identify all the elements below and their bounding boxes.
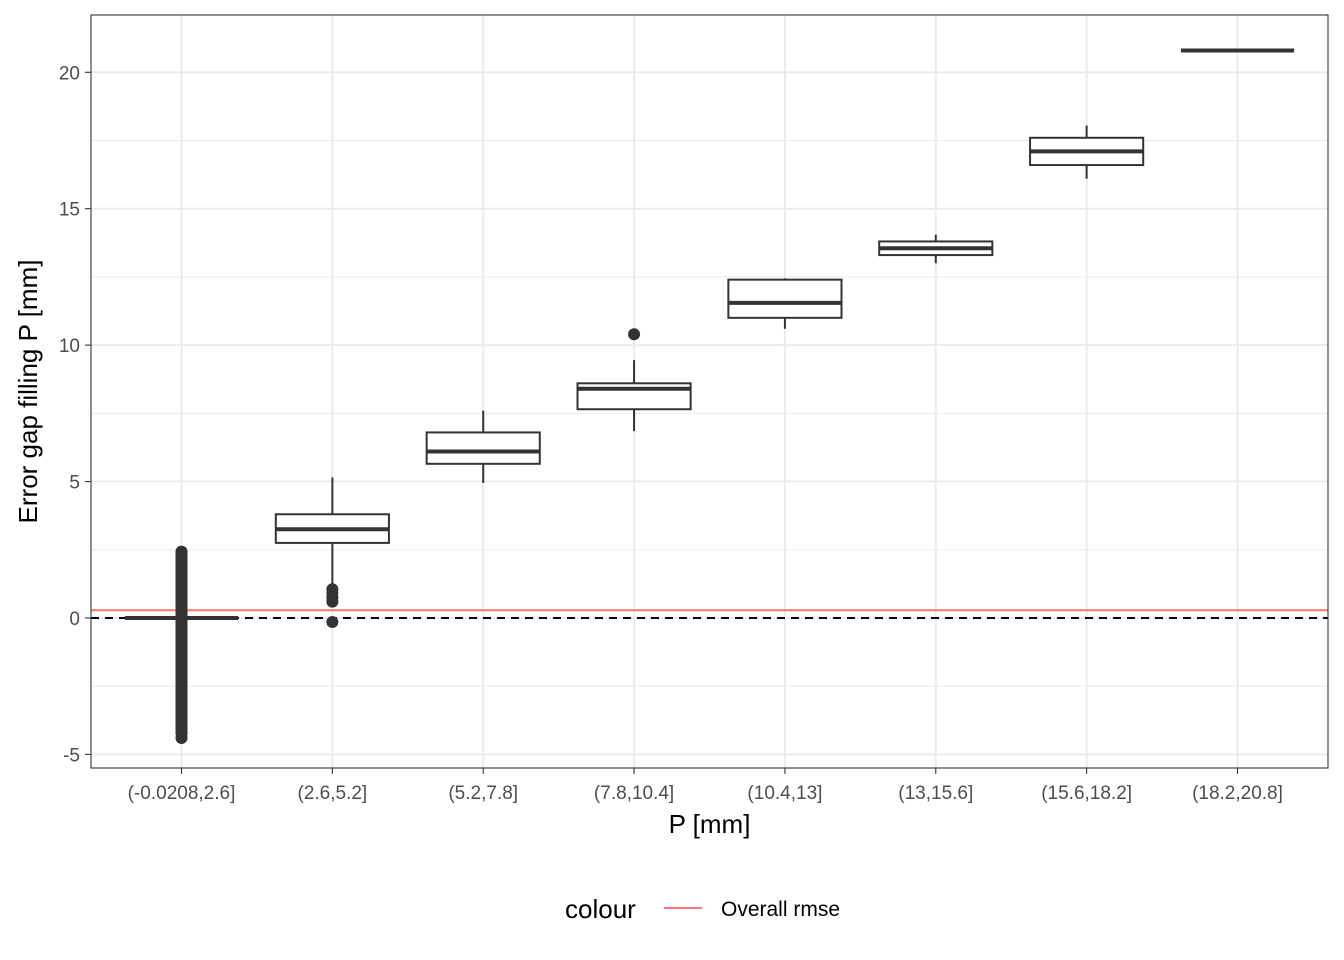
y-tick-label: 5 [69, 473, 80, 494]
x-tick-label: (15.6,18.2] [1041, 783, 1132, 804]
x-tick-label: (2.6,5.2] [298, 783, 368, 804]
outlier-point [175, 726, 188, 739]
y-tick-label: 15 [59, 200, 80, 221]
outlier-point [175, 685, 188, 698]
legend-label-overall-rmse: Overall rmse [721, 898, 840, 921]
box-group [124, 545, 239, 744]
box-group [274, 477, 390, 629]
x-tick-label: (18.2,20.8] [1192, 783, 1283, 804]
x-tick-label: (13,15.6] [898, 783, 973, 804]
outlier-point [628, 328, 641, 341]
y-axis-title: Error gap filling P [mm] [13, 260, 43, 524]
y-tick-label: 10 [59, 336, 80, 357]
x-tick-label: (7.8,10.4] [594, 783, 674, 804]
y-tick-label: -5 [63, 745, 80, 766]
outlier-point [326, 595, 339, 608]
y-tick-label: 0 [69, 609, 80, 630]
boxes [124, 48, 1295, 744]
plot-panel [90, 14, 1329, 769]
panel-border [90, 14, 1329, 769]
y-tick-label: 20 [59, 63, 80, 84]
box-group [878, 234, 994, 264]
box-group [727, 278, 843, 329]
reference-lines [91, 609, 1328, 619]
box-group [425, 410, 541, 483]
y-axis: -5 0 5 10 15 20 [59, 63, 91, 766]
panel-background [91, 15, 1328, 768]
box-iqr [425, 431, 541, 465]
x-axis: (-0.0208,2.6] (2.6,5.2] (5.2,7.8] (7.8,10.4… [128, 768, 1283, 804]
x-tick-label: (10.4,13] [747, 783, 822, 804]
box-group [576, 328, 692, 432]
box-group [1029, 125, 1145, 179]
x-axis-title: P [mm] [669, 809, 751, 839]
outlier-point [326, 616, 339, 629]
x-tick-label: (-0.0208,2.6] [128, 783, 236, 804]
box-iqr [727, 278, 843, 319]
legend-title: colour [565, 894, 636, 924]
x-tick-label: (5.2,7.8] [448, 783, 518, 804]
legend: colour Overall rmse [565, 894, 840, 924]
